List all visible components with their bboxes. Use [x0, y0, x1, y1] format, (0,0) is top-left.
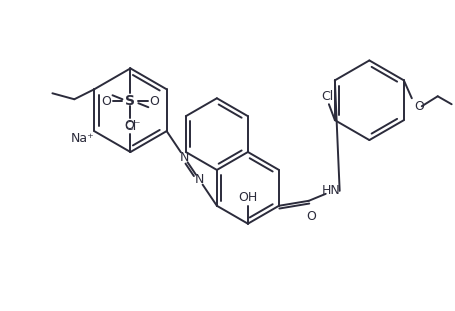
- Text: HN: HN: [321, 184, 340, 197]
- Text: Na⁺: Na⁺: [71, 132, 95, 145]
- Text: N: N: [180, 151, 189, 164]
- Text: Cl: Cl: [321, 90, 333, 103]
- Text: OH: OH: [238, 191, 258, 204]
- Text: O: O: [414, 100, 424, 113]
- Text: O: O: [149, 95, 159, 108]
- Text: O: O: [306, 210, 316, 223]
- Text: N: N: [195, 173, 204, 186]
- Text: O: O: [101, 95, 111, 108]
- Text: O⁻: O⁻: [124, 118, 141, 132]
- Text: S: S: [126, 94, 136, 108]
- Text: Cl: Cl: [124, 120, 136, 132]
